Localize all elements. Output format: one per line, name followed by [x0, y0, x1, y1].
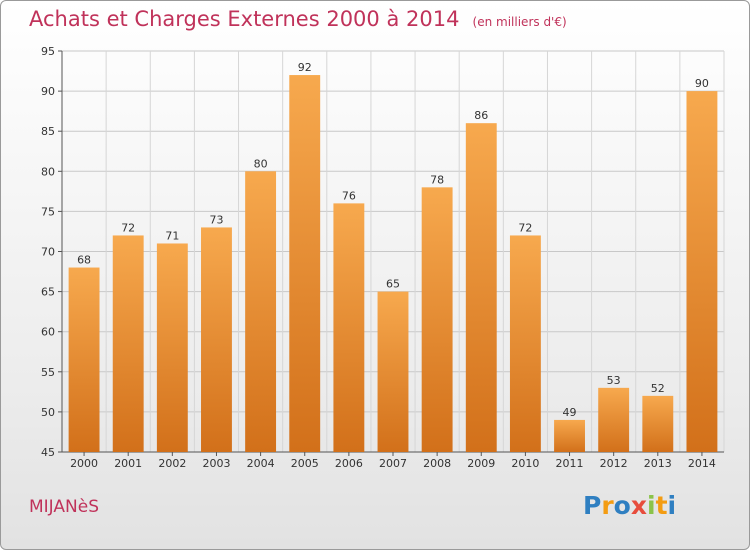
x-tick-label-2012: 2012 [600, 457, 628, 470]
y-tick-labels: 45 50 55 60 65 70 75 80 85 90 95 [41, 45, 55, 459]
bar-2011[interactable] [554, 419, 585, 452]
bar-2001[interactable] [112, 235, 144, 452]
data-label-2010: 72 [518, 221, 532, 234]
data-label-2004: 80 [254, 157, 268, 170]
title-unit: (en milliers d'€) [472, 15, 567, 29]
bar-2003[interactable] [201, 227, 232, 452]
x-tick-label-2004: 2004 [247, 457, 275, 470]
x-tick-labels: 2000 2001 2002 2003 2004 2005 2006 2007 2008 2009… [70, 457, 716, 470]
y-tick-label: 55 [41, 366, 55, 379]
bar-2013[interactable] [642, 395, 674, 452]
x-tick-label-2008: 2008 [423, 457, 451, 470]
logo-letter: x [630, 491, 647, 520]
chart-title: Achats et Charges Externes 2000 à 2014 (… [29, 7, 567, 31]
y-tick-label: 65 [41, 286, 55, 299]
logo-letter: P [583, 491, 602, 520]
bar-2006[interactable] [333, 203, 365, 452]
bar-2007[interactable] [377, 291, 409, 452]
y-tick-label: 45 [41, 446, 55, 459]
data-label-2012: 53 [607, 374, 621, 387]
bar-2009[interactable] [465, 123, 497, 453]
x-tick-label-2002: 2002 [158, 457, 186, 470]
data-label-2002: 71 [165, 229, 179, 242]
y-tick-label: 95 [41, 45, 55, 58]
bar-2010[interactable] [509, 235, 541, 452]
y-tick-label: 50 [41, 406, 55, 419]
y-tick-label: 85 [41, 125, 55, 138]
x-tick-label-2014: 2014 [688, 457, 716, 470]
bar-2004[interactable] [245, 171, 277, 453]
data-label-2013: 52 [651, 382, 665, 395]
y-tick-label: 75 [41, 205, 55, 218]
data-label-2003: 73 [209, 213, 223, 226]
data-label-2005: 92 [298, 61, 312, 74]
x-tick-label-2003: 2003 [202, 457, 230, 470]
logo-letter: i [647, 491, 656, 520]
x-tick-label-2009: 2009 [467, 457, 495, 470]
y-tick-label: 60 [41, 326, 55, 339]
data-label-2008: 78 [430, 173, 444, 186]
x-tick-label-2007: 2007 [379, 457, 407, 470]
logo-letter: o [613, 491, 631, 520]
data-labels: 68 72 71 73 80 92 76 65 78 86 72 49 53 52 90 [77, 61, 709, 419]
data-label-2007: 65 [386, 278, 400, 291]
x-tick-label-2013: 2013 [644, 457, 672, 470]
logo-letter: t [655, 491, 668, 520]
data-label-2001: 72 [121, 221, 135, 234]
bar-2014[interactable] [686, 91, 718, 452]
bar-2002[interactable] [156, 243, 188, 452]
y-tick-label: 70 [41, 246, 55, 259]
x-tick-label-2001: 2001 [114, 457, 142, 470]
x-tick-label-2006: 2006 [335, 457, 363, 470]
x-tick-label-2000: 2000 [70, 457, 98, 470]
x-tick-label-2010: 2010 [511, 457, 539, 470]
x-tick-label-2005: 2005 [291, 457, 319, 470]
bar-2012[interactable] [598, 387, 630, 452]
data-label-2009: 86 [474, 109, 488, 122]
proxiti-logo[interactable]: Proxiti [583, 491, 676, 520]
title-text: Achats et Charges Externes 2000 à 2014 [29, 7, 460, 31]
bar-2005[interactable] [289, 75, 321, 452]
commune-name: MIJANèS [29, 497, 99, 517]
bar-2000[interactable] [68, 267, 100, 452]
x-tick-label-2011: 2011 [556, 457, 584, 470]
y-tick-label: 90 [41, 85, 55, 98]
y-tick-label: 80 [41, 165, 55, 178]
logo-letter: r [601, 491, 614, 520]
bars [68, 75, 718, 453]
bar-2008[interactable] [421, 187, 453, 452]
data-label-2011: 49 [563, 406, 577, 419]
data-label-2006: 76 [342, 189, 356, 202]
data-label-2014: 90 [695, 77, 709, 90]
data-label-2000: 68 [77, 254, 91, 267]
logo-letter: i [667, 491, 677, 520]
